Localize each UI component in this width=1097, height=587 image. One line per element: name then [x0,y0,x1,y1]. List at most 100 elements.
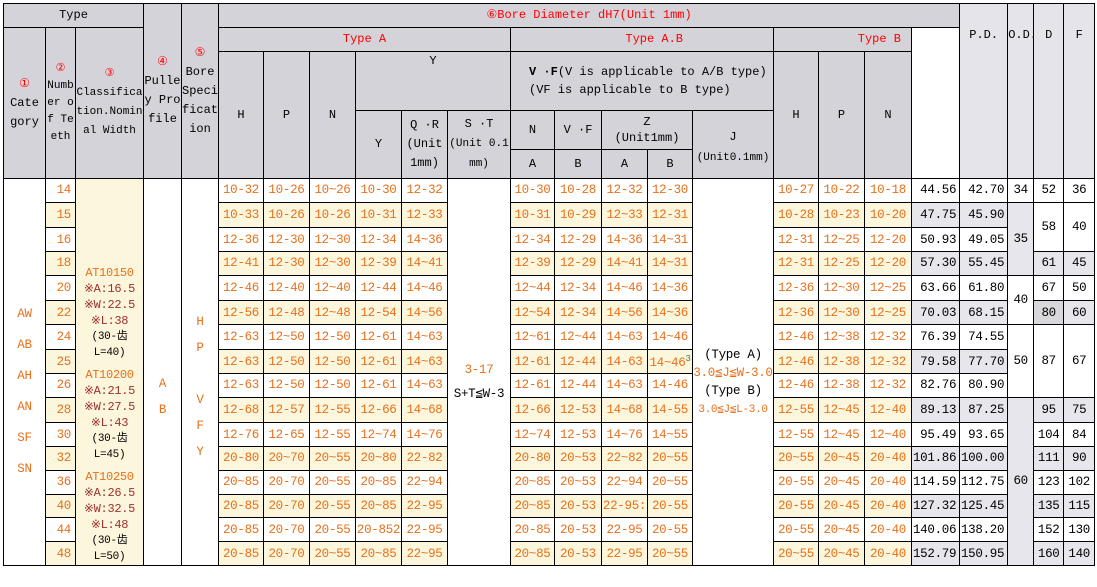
od-cell: 77.70 [959,349,1009,375]
cell-hb: 12-36 [773,274,819,302]
qr-label: Q ·R [410,118,439,132]
category-an: AN [17,400,32,414]
cell-h: 12-41 [218,250,264,276]
cell-p: 12-65 [263,422,310,448]
bore-diameter-spec-table: Type ④ Pulley Profile ⑤ Bore Specification… [3,3,1096,567]
cell-na: 12-61 [510,349,555,375]
cell-nb: 12-20 [864,227,912,252]
cell-p: 20~70 [263,446,310,471]
cell-hb: 12-55 [773,422,819,448]
f-cell: 67 [1033,274,1065,302]
cell-na: 12~44 [510,274,555,302]
pulley-profile-header: ④ Pulley Profile [143,3,182,179]
cell-nb: 20-40 [864,517,912,543]
cell-nb: 10-18 [864,178,912,203]
vf-b-header: B [554,149,602,179]
cell-n: 12~48 [309,300,356,325]
od-cell: 93.65 [959,422,1009,448]
cell-na: 12~54 [510,300,555,325]
bore-spec-header: ⑤ Bore Specification [181,3,219,179]
cell-hb: 20~55 [773,446,819,471]
y-subheader: Y [355,110,402,179]
circled-number-2: ② [55,62,66,75]
cell-nb: 12-32 [864,323,912,351]
teeth-cell: 36 [45,469,76,495]
n-a-header: A [510,149,555,179]
st-cell: 3-17 S+T≦W-3 [447,178,511,566]
cell-h: 12-63 [218,373,264,398]
teeth-cell: 26 [45,373,76,398]
f-cell: 123 [1033,469,1065,495]
bore-spec-f: F [196,419,204,433]
e-cell: 67 [1063,323,1096,398]
cell-nb: 12-20 [864,250,912,276]
cell-nb: 12~25 [864,274,912,302]
od-cell: 100.00 [959,446,1009,471]
type-header: Type [3,3,144,28]
cell-vfb: 12-53 [554,422,602,448]
cell-n: 20~55 [309,541,356,566]
cell-zb: 14~36 [647,274,693,302]
cell-hb: 12-46 [773,323,819,351]
od-cell: 68.15 [959,300,1009,325]
z-label: Z [643,115,651,129]
cell-y: 10-31 [355,201,402,229]
teeth-cell: 44 [45,517,76,543]
st-value: 3-17 [464,363,494,377]
cell-za: 14~56 [601,300,648,325]
table-row: 16 12-36 12-30 12~30 12-34 14~36 12-34 12-29 14~… [4,227,1095,252]
cell-pb: 20~45 [818,446,865,471]
type-b-h-header: H [773,51,819,179]
j-unit: (Unit0.1mm) [696,152,770,164]
cell-h: 12-56 [218,300,264,325]
table-row: 24 12-63 12~50 12-50 12-61 14~63 12~61 12~44 14~… [4,323,1096,398]
dimension-l: ※L:38 [90,314,129,328]
st-rule: S+T≦W-3 [453,387,505,401]
cell-pb: 10-22 [818,178,865,203]
cell-p: 12-57 [263,396,310,424]
od-header: O.D. [1007,3,1035,179]
f-cell: 58 [1033,201,1065,252]
cell-za: 12~33 [601,201,648,229]
category-sf: SF [17,431,32,445]
e-cell: 60 [1063,300,1096,325]
cell-za: 14~63 [601,323,648,351]
cell-na: 12-61 [510,373,555,398]
circled-number-1: ① [19,76,30,91]
bore-spec-p: P [196,341,204,355]
cell-n: 20~55 [309,469,356,495]
cell-nb: 12~40 [864,422,912,448]
category-sn: SN [17,462,32,476]
cell-pb: 20~45 [818,517,865,543]
cell-vfb: 12-34 [554,300,602,325]
cell-pb: 20-45 [818,493,865,519]
teeth-cell: 40 [45,493,76,519]
z-a-header: A [601,149,648,179]
bore-spec-label: Bore Specification [182,64,219,136]
cell-vfb: 10-29 [554,201,602,229]
teeth-cell: 22 [45,300,76,325]
pd-cell: 127.32 [910,493,961,519]
qr-unit: (Unit 1mm) [406,137,443,170]
table-row: 18 12-41 12-30 12~30 12-39 14~41 12-39 12-29 14~… [4,250,1096,276]
category-cell: AW AB AH AN SF SN [3,178,46,566]
teeth-header: ② Number of Teeth [45,27,76,179]
cell-za: 22-95: [601,493,648,519]
dimension-a: ※A:26.5 [83,486,136,500]
f-cell: 104 [1033,422,1065,448]
table-row: AW AB AH AN SF SN 14 AT10150 ※A:16.5 ※W:22.5 ※L:38… [3,178,1096,566]
classification-group: AT10250 ※A:26.5 ※W:32.5 ※L:48 (30-齿L=50) [77,469,143,565]
classification-code: AT10150 [85,266,134,280]
cell-y: 12-61 [355,323,402,351]
category-ah: AH [17,369,32,383]
cell-qr: 14~63 [401,373,448,398]
category-header: ① Cate gory [3,27,46,179]
classification-note: (30-齿L=45) [91,433,128,461]
cell-nb: 20-40 [864,541,912,566]
type-b-header: Type B [773,27,912,52]
table-row: 44 20-85 20-70 20-55 20-852 22-95 20-85 20-53 22… [4,517,1096,543]
cell-na: 12-39 [510,250,555,276]
cell-zb: 20~55 [647,469,693,495]
cell-qr: 12-33 [401,201,448,229]
